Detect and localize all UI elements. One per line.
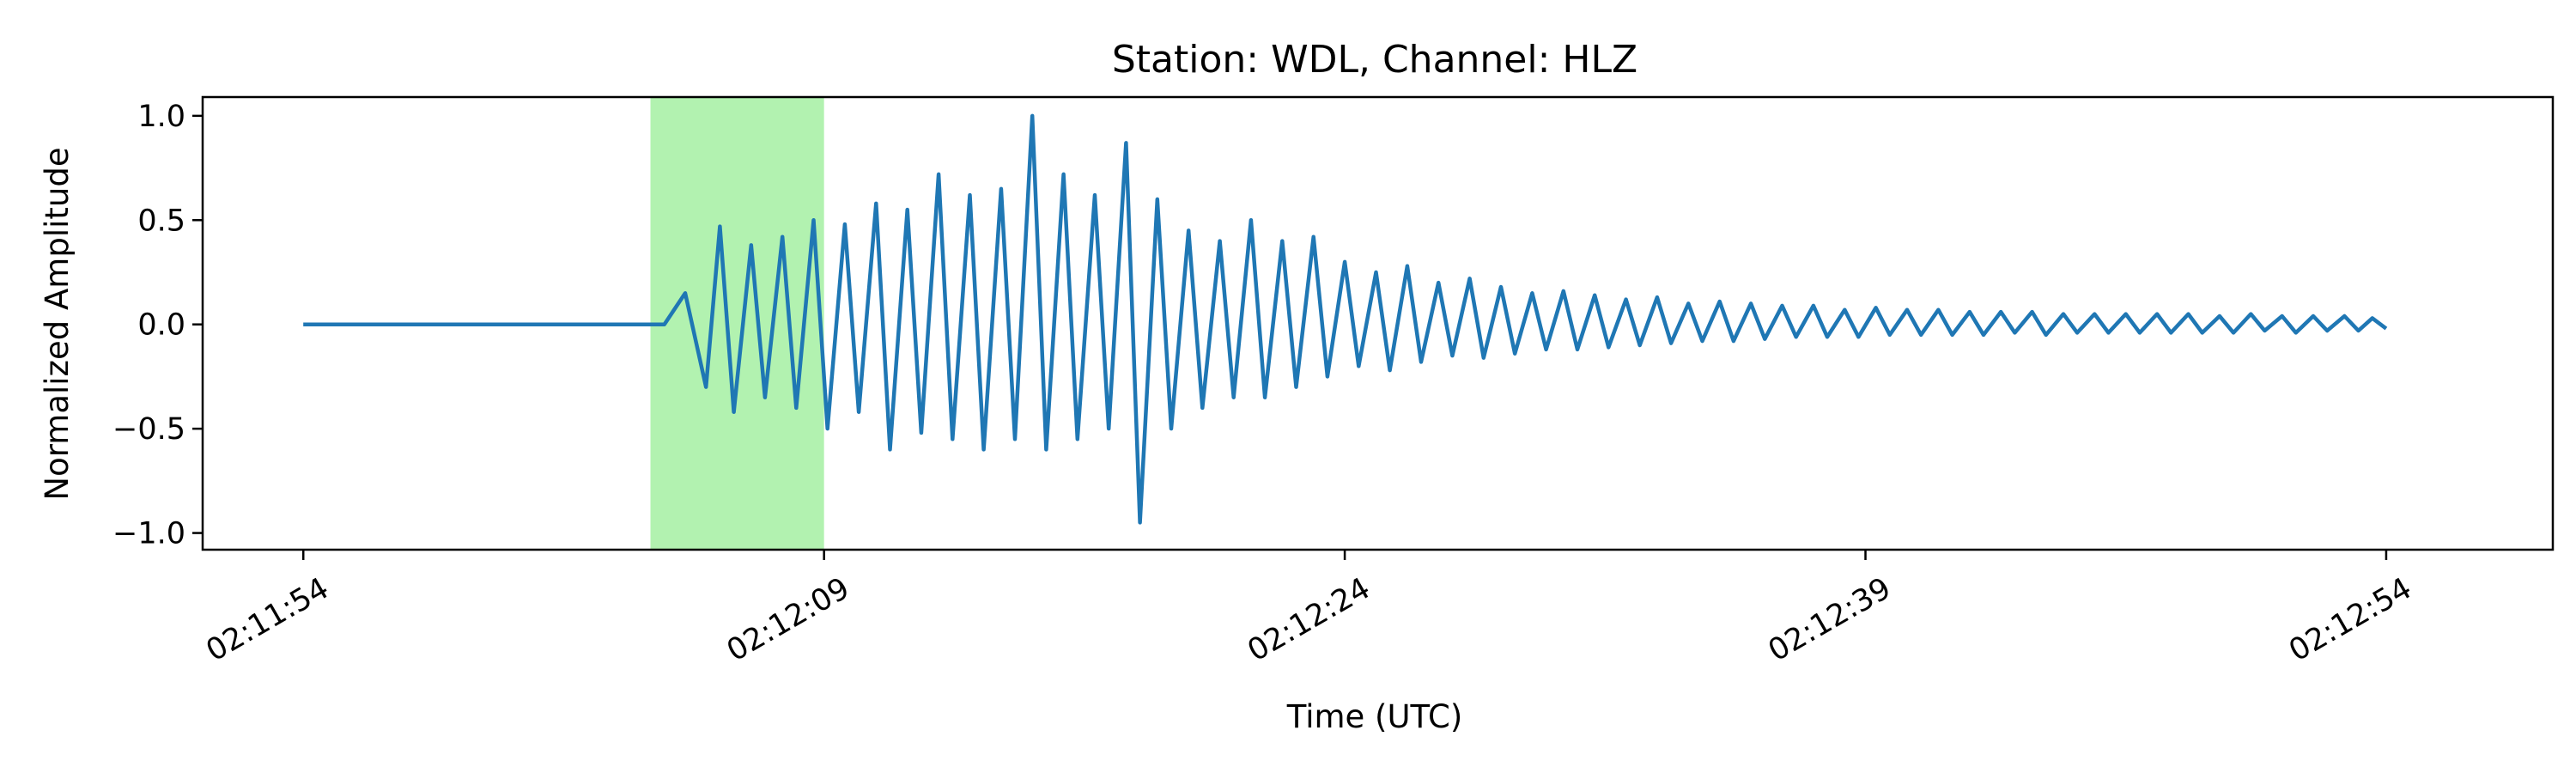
highlight-band: [650, 97, 824, 550]
y-axis: 1.0 0.5 0.0 −0.5 −1.0: [112, 100, 203, 551]
y-tick-label: 1.0: [137, 100, 185, 134]
y-tick-label: −1.0: [112, 517, 185, 551]
series-line: [303, 113, 2388, 525]
y-tick-label: 0.0: [137, 308, 185, 343]
y-tick-label: −0.5: [112, 412, 185, 447]
plot-area: [201, 95, 2555, 551]
chart-title: Station: WDL, Channel: HLZ: [1112, 38, 1637, 82]
y-tick-label: 0.5: [137, 204, 185, 238]
y-axis-label: Normalized Amplitude: [39, 147, 76, 500]
x-axis-label: Time (UTC): [1286, 698, 1463, 735]
